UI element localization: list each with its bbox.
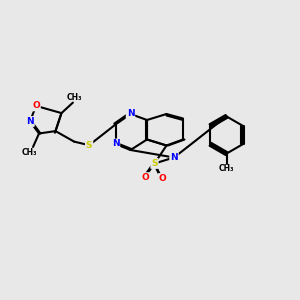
Text: O: O	[32, 101, 40, 110]
Text: O: O	[142, 173, 149, 182]
Text: CH₃: CH₃	[67, 93, 82, 102]
Text: N: N	[170, 153, 178, 162]
Text: N: N	[112, 140, 119, 148]
Text: O: O	[159, 174, 167, 183]
Text: S: S	[151, 159, 158, 168]
Text: CH₃: CH₃	[22, 148, 37, 157]
Text: N: N	[26, 117, 34, 126]
Text: S: S	[86, 141, 92, 150]
Text: N: N	[127, 110, 134, 118]
Text: CH₃: CH₃	[219, 164, 234, 173]
